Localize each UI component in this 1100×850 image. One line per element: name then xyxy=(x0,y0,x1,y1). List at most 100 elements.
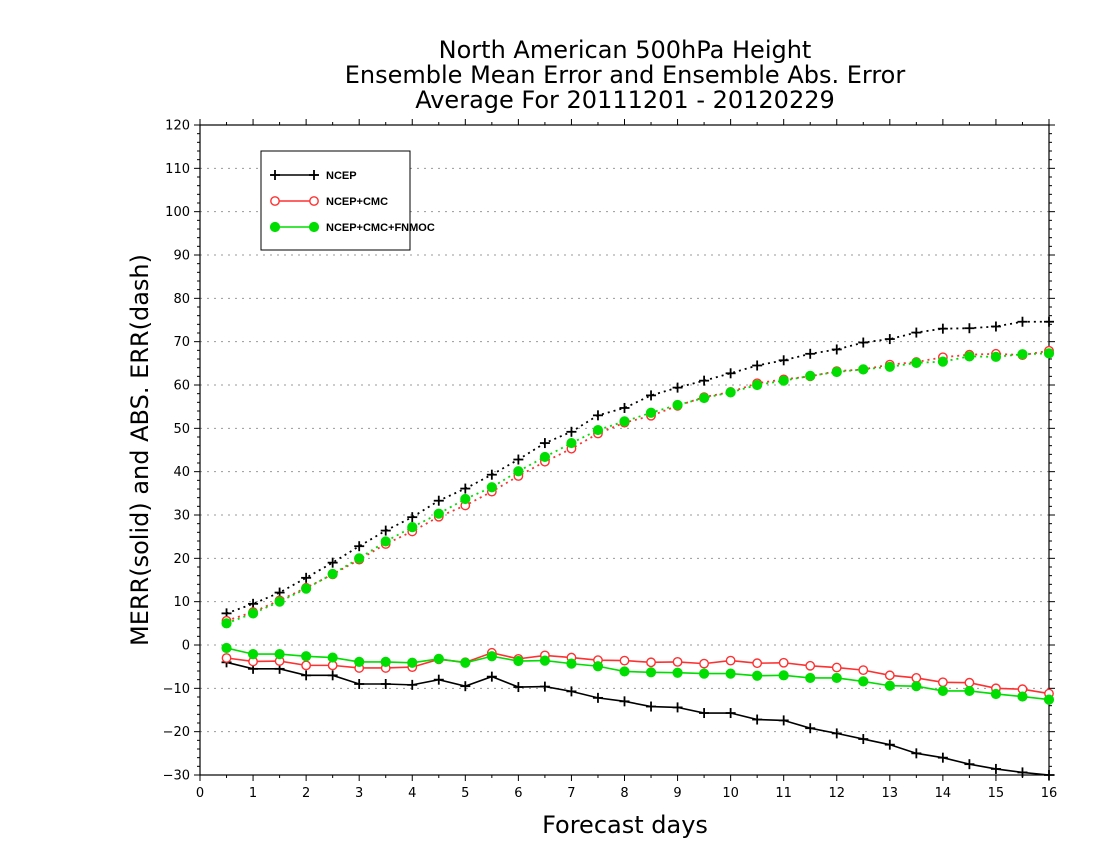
grid xyxy=(200,167,1049,733)
point-marker xyxy=(778,375,789,386)
point-marker xyxy=(619,402,630,413)
point-marker xyxy=(433,674,444,685)
point-marker xyxy=(248,598,259,609)
point-marker xyxy=(592,692,603,703)
point-marker xyxy=(858,734,869,745)
point-marker xyxy=(566,426,577,437)
point-marker xyxy=(221,653,232,663)
point-marker xyxy=(221,618,232,629)
point-marker xyxy=(407,657,418,668)
point-marker xyxy=(805,723,816,734)
y-tick-label: 20 xyxy=(173,552,190,567)
point-marker xyxy=(884,680,895,691)
abserr-line xyxy=(226,352,1050,625)
point-marker xyxy=(990,688,1002,700)
point-marker xyxy=(354,553,365,564)
merr-line xyxy=(226,647,1050,701)
point-marker xyxy=(699,708,710,719)
abserr-line xyxy=(226,349,1050,622)
chart-title-line: Average For 20111201 - 20120229 xyxy=(415,86,835,114)
y-tick-label: 10 xyxy=(173,595,190,610)
point-marker xyxy=(858,665,869,676)
point-marker xyxy=(433,653,444,664)
x-tick-label: 6 xyxy=(514,786,522,801)
point-marker xyxy=(990,351,1002,362)
point-marker xyxy=(270,196,280,206)
point-marker xyxy=(407,679,418,690)
point-marker xyxy=(1043,694,1055,705)
y-tick-label: −20 xyxy=(163,725,190,740)
point-marker xyxy=(407,512,418,523)
legend-label: NCEP+CMC+FNMOC xyxy=(326,222,435,234)
x-tick-label: 12 xyxy=(828,786,845,801)
point-marker xyxy=(1044,316,1054,327)
point-marker xyxy=(327,652,338,663)
point-marker xyxy=(486,482,497,493)
point-marker xyxy=(964,351,975,362)
point-marker xyxy=(778,670,789,681)
point-marker xyxy=(1017,349,1028,360)
point-marker xyxy=(831,728,842,739)
point-marker xyxy=(566,437,577,449)
point-marker xyxy=(858,676,869,687)
x-tick-label: 9 xyxy=(673,786,681,801)
point-marker xyxy=(805,672,816,684)
point-marker xyxy=(513,466,524,477)
point-marker xyxy=(672,399,683,411)
point-marker xyxy=(592,410,603,421)
point-marker xyxy=(778,715,789,726)
point-marker xyxy=(619,696,630,707)
x-tick-label: 7 xyxy=(567,786,575,801)
y-tick-label: 110 xyxy=(165,162,190,177)
x-tick-label: 14 xyxy=(935,786,952,801)
y-tick-label: −10 xyxy=(163,682,190,697)
point-marker xyxy=(354,541,365,552)
x-tick-label: 13 xyxy=(882,786,899,801)
y-tick-label: 60 xyxy=(173,379,190,394)
point-marker xyxy=(646,390,657,401)
point-marker xyxy=(672,382,683,393)
point-marker xyxy=(380,679,391,689)
point-marker xyxy=(884,670,895,681)
point-marker xyxy=(301,660,312,671)
y-tick-label: 70 xyxy=(173,335,190,350)
point-marker xyxy=(937,677,948,688)
point-marker xyxy=(1043,348,1055,359)
series-ncep xyxy=(221,316,1054,780)
legend-label: NCEP+CMC xyxy=(326,196,388,208)
point-marker xyxy=(778,355,789,366)
point-marker xyxy=(990,763,1001,774)
legend: NCEP NCEP+CMC NCEP+CMC+FNMOC xyxy=(260,150,435,251)
point-marker xyxy=(725,668,736,679)
point-marker xyxy=(752,670,763,681)
point-marker xyxy=(937,685,948,697)
point-marker xyxy=(380,656,391,668)
y-tick-label: 0 xyxy=(182,639,190,654)
point-marker xyxy=(911,673,922,683)
point-marker xyxy=(831,366,842,378)
point-marker xyxy=(831,662,842,673)
point-marker xyxy=(646,657,656,668)
point-marker xyxy=(433,508,444,519)
x-tick-label: 16 xyxy=(1041,786,1058,801)
point-marker xyxy=(911,748,922,759)
chart-title-line: Ensemble Mean Error and Ensemble Abs. Er… xyxy=(345,61,906,89)
point-marker xyxy=(274,596,285,607)
point-marker xyxy=(619,666,630,677)
point-marker xyxy=(858,364,869,375)
point-marker xyxy=(592,661,604,672)
point-marker xyxy=(486,671,497,682)
y-tick-label: 40 xyxy=(173,465,190,480)
point-marker xyxy=(805,370,816,381)
point-marker xyxy=(301,583,312,594)
point-marker xyxy=(778,657,789,668)
point-marker xyxy=(247,608,259,619)
point-marker xyxy=(884,334,895,345)
point-marker xyxy=(1017,767,1028,778)
point-marker xyxy=(911,681,922,692)
point-marker xyxy=(752,360,763,371)
point-marker xyxy=(699,375,710,386)
